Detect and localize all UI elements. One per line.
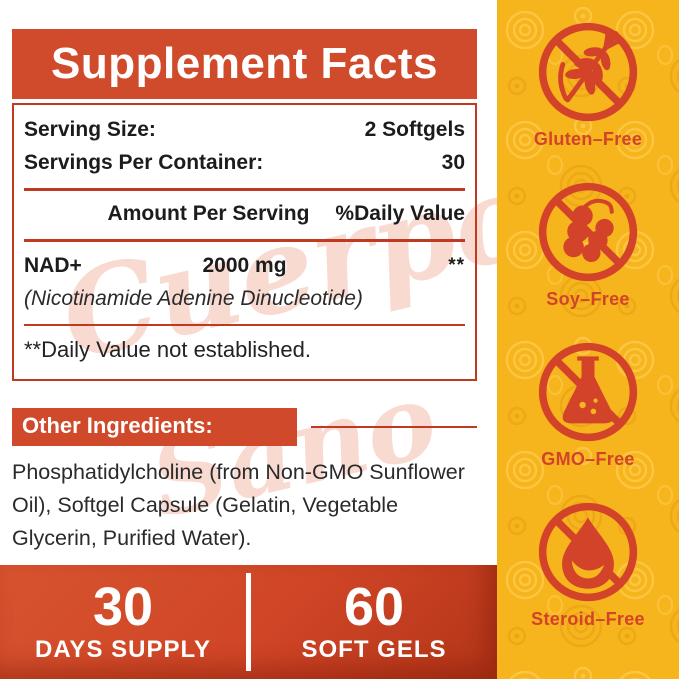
wheat-icon	[538, 22, 638, 122]
facts-panel: Cuerpo Sano Supplement Facts Serving Siz…	[0, 29, 546, 679]
soft-gels-label: SOFT GELS	[301, 636, 447, 663]
header-rule-line	[311, 426, 477, 428]
days-supply-label: DAYS SUPPLY	[35, 636, 211, 663]
badges-sidebar: Gluten–Free	[497, 0, 679, 679]
other-ingredients-header-row: Other Ingredients:	[12, 408, 477, 446]
flask-icon	[538, 342, 638, 442]
servings-per-container-value: 30	[441, 151, 465, 174]
serving-size-label: Serving Size:	[24, 118, 156, 141]
badge-label: Gluten–Free	[533, 129, 643, 149]
other-ingredients-header: Other Ingredients:	[12, 408, 297, 446]
nutrient-amount: 2000 mg	[202, 254, 287, 277]
supplement-facts-header: Supplement Facts	[12, 29, 477, 99]
droplet-icon	[538, 502, 638, 602]
days-supply-number: 30	[92, 577, 154, 637]
divider-rule	[24, 324, 465, 326]
divider-rule	[24, 239, 465, 242]
table-header-row: Amount Per Serving %Daily Value	[24, 198, 465, 230]
soft-gels-number: 60	[343, 577, 405, 637]
divider-rule	[24, 188, 465, 191]
supplement-facts-title: Supplement Facts	[51, 39, 438, 88]
badge-list: Gluten–Free	[497, 0, 679, 658]
badge-gluten-free: Gluten–Free	[534, 18, 642, 178]
nutrient-name: NAD+	[24, 254, 82, 277]
badge-gmo-free: GMO–Free	[534, 338, 642, 498]
band-divider	[246, 573, 251, 671]
serving-size-value: 2 Softgels	[364, 118, 465, 141]
bottom-band: 30 DAYS SUPPLY 60 SOFT GELS	[0, 565, 497, 679]
nutrient-subtitle: (Nicotinamide Adenine Dinucleotide)	[24, 287, 363, 310]
badge-label: Steroid–Free	[531, 609, 645, 629]
servings-per-container-label: Servings Per Container:	[24, 151, 264, 174]
other-ingredients-label: Other Ingredients:	[22, 413, 213, 438]
badge-label: GMO–Free	[541, 449, 635, 469]
badge-steroid-free: Steroid–Free	[531, 498, 645, 658]
soybean-icon	[538, 182, 638, 282]
serving-size-row: Serving Size: 2 Softgels	[24, 113, 465, 146]
daily-value-header: %Daily Value	[335, 202, 465, 225]
amount-per-serving-header: Amount Per Serving	[107, 202, 310, 225]
other-ingredients-text: Phosphatidylcholine (from Non-GMO Sunflo…	[12, 460, 465, 550]
nutrient-daily-value: **	[448, 255, 465, 276]
badge-label: Soy–Free	[546, 289, 630, 309]
nutrient-row: NAD+ 2000 mg **	[24, 249, 465, 283]
supplement-facts-box: Serving Size: 2 Softgels Servings Per Co…	[12, 103, 477, 381]
badge-soy-free: Soy–Free	[534, 178, 642, 338]
servings-per-container-row: Servings Per Container: 30	[24, 146, 465, 179]
soft-gels-block: 60 SOFT GELS	[251, 580, 497, 664]
days-supply-block: 30 DAYS SUPPLY	[0, 580, 246, 664]
daily-value-footnote: **Daily Value not established.	[24, 337, 311, 362]
